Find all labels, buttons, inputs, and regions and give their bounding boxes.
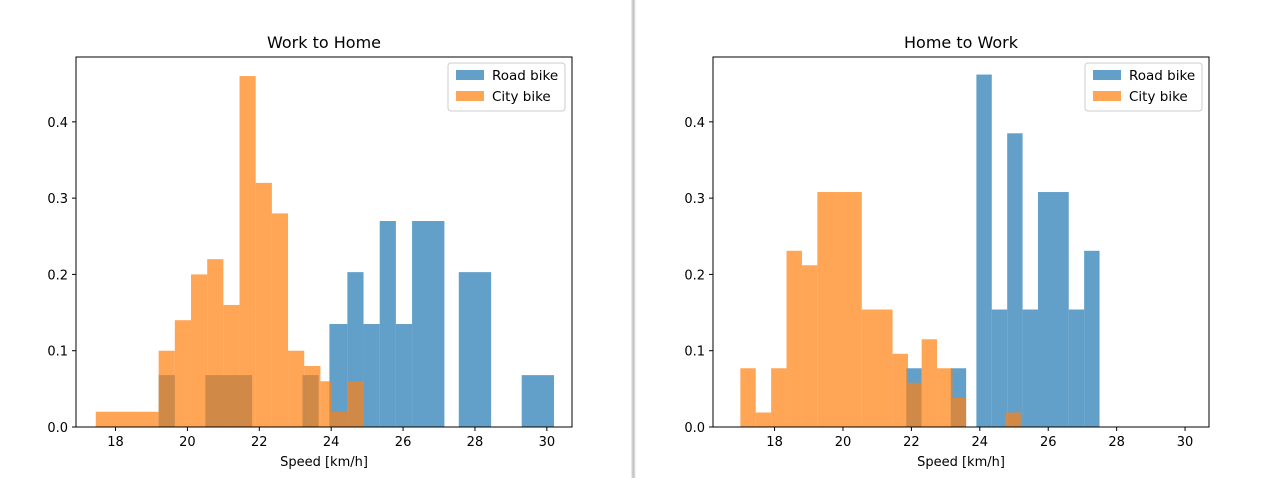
y-tick-label: 0.0 [684, 421, 705, 436]
series-city-bike [740, 192, 1021, 427]
axes-frame [75, 56, 573, 428]
x-tick-label: 30 [1177, 435, 1194, 450]
y-tick-label: 0.3 [47, 192, 68, 207]
bar-city-bike-8 [271, 213, 289, 427]
histogram-work-to-home: 18 20 22 24 26 28 30 0.0 0.1 0.2 0.3 0.4 Work to Hom… [47, 33, 573, 470]
bar-city-bike-9 [921, 339, 938, 427]
bar-city-bike-7 [255, 182, 272, 427]
bar-city-bike-3 [786, 250, 802, 427]
bar-city-bike-1 [158, 350, 175, 427]
bar-road-bike-4 [1007, 133, 1023, 427]
legend-label: City bike [492, 89, 551, 105]
bar-city-bike-10 [304, 365, 321, 427]
y-tick-label: 0.0 [47, 421, 68, 436]
x-tick-label: 30 [539, 435, 556, 450]
bar-road-bike-8 [1084, 250, 1100, 427]
bar-road-bike-7 [1068, 309, 1085, 427]
bar-city-bike-5 [817, 192, 862, 427]
series-road-bike [906, 74, 1100, 428]
x-tick-label: 22 [251, 435, 268, 450]
bar-road-bike-7 [395, 324, 413, 427]
bar-city-bike-5 [223, 304, 240, 427]
x-tick-label: 26 [395, 435, 412, 450]
bar-city-bike-6 [239, 76, 256, 427]
y-tick-label: 0.2 [47, 268, 68, 283]
bar-city-bike-12 [1005, 412, 1021, 427]
x-tick-label: 28 [1108, 435, 1125, 450]
bar-city-bike-1 [755, 412, 772, 427]
y-tick-label: 0.1 [47, 345, 68, 360]
legend: Road bike City bike [1084, 62, 1203, 112]
bar-city-bike-0 [740, 368, 756, 427]
legend-label: City bike [1129, 89, 1188, 105]
x-tick-label: 28 [467, 435, 484, 450]
x-tick-label: 26 [1040, 435, 1057, 450]
bar-city-bike-12 [331, 411, 348, 427]
chart-panel-work-to-home: 18 20 22 24 26 28 30 0.0 0.1 0.2 0.3 0.4 Work to Hom… [0, 0, 631, 478]
bar-city-bike-8 [907, 382, 922, 427]
x-tick-label: 18 [107, 435, 124, 450]
series-city-bike [95, 76, 364, 427]
bar-city-bike-3 [191, 274, 208, 427]
bar-road-bike-9 [458, 272, 492, 427]
legend-swatch [456, 70, 484, 80]
bar-road-bike-5 [363, 324, 380, 427]
x-tick-label: 20 [179, 435, 196, 450]
y-tick-label: 0.4 [684, 116, 705, 131]
legend: Road bike City bike [447, 62, 566, 112]
bar-road-bike-6 [1037, 192, 1069, 427]
x-axis-label: Speed [km/h] [280, 455, 368, 470]
axes-frame [712, 56, 1210, 428]
x-tick-label: 18 [766, 435, 783, 450]
bar-city-bike-4 [207, 259, 224, 427]
bar-city-bike-0 [95, 411, 159, 427]
bar-city-bike-9 [288, 350, 305, 427]
bar-city-bike-6 [861, 309, 893, 427]
y-tick-label: 0.4 [47, 116, 68, 131]
window-divider[interactable] [631, 0, 636, 478]
bar-road-bike-3 [329, 324, 348, 427]
x-tick-label: 20 [835, 435, 852, 450]
bar-road-bike-10 [521, 375, 555, 427]
x-axis-label: Speed [km/h] [917, 455, 1005, 470]
legend-swatch [456, 91, 484, 101]
x-tick-label: 24 [972, 435, 989, 450]
x-tick-label: 24 [323, 435, 340, 450]
bar-city-bike-7 [892, 353, 908, 427]
chart-panel-home-to-work: 18 20 22 24 26 28 30 0.0 0.1 0.2 0.3 0.4 Home to Wor… [636, 0, 1266, 478]
bar-road-bike-6 [379, 221, 396, 427]
bar-city-bike-4 [801, 265, 818, 427]
bar-city-bike-11 [952, 398, 967, 427]
chart-title: Work to Home [267, 33, 381, 52]
bar-road-bike-5 [1022, 309, 1038, 427]
bar-road-bike-3 [991, 309, 1008, 427]
bar-road-bike-8 [412, 221, 445, 427]
bar-city-bike-2 [174, 320, 192, 427]
bar-road-bike-2 [976, 74, 992, 428]
legend-label: Road bike [1129, 68, 1195, 84]
bar-city-bike-10 [937, 368, 953, 427]
y-tick-label: 0.3 [684, 192, 705, 207]
bar-city-bike-2 [771, 368, 787, 427]
bar-city-bike-13 [347, 381, 364, 427]
chart-title: Home to Work [904, 33, 1019, 52]
y-tick-label: 0.2 [684, 268, 705, 283]
legend-swatch [1093, 70, 1121, 80]
bar-city-bike-11 [320, 381, 332, 427]
x-tick-label: 22 [903, 435, 920, 450]
legend-swatch [1093, 91, 1121, 101]
y-tick-label: 0.1 [684, 345, 705, 360]
histogram-home-to-work: 18 20 22 24 26 28 30 0.0 0.1 0.2 0.3 0.4 Home to Wor… [684, 33, 1210, 470]
legend-label: Road bike [492, 68, 558, 84]
